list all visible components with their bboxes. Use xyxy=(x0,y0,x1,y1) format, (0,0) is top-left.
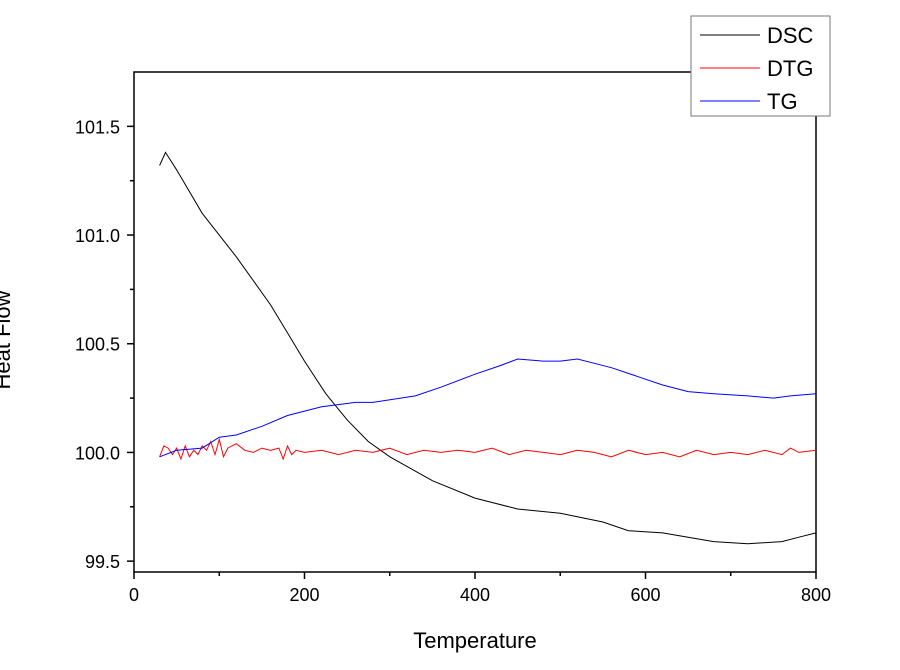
legend-label-dtg: DTG xyxy=(767,56,813,81)
series-lines xyxy=(159,151,817,545)
x-tick-label: 0 xyxy=(129,585,139,605)
y-tick-label: 99.5 xyxy=(85,552,120,572)
y-axis-label: Heat Flow xyxy=(0,290,15,389)
y-tick-label: 101.0 xyxy=(75,226,120,246)
y-tick-label: 100.5 xyxy=(75,335,120,355)
y-tick-label: 101.5 xyxy=(75,117,120,137)
legend-box xyxy=(690,15,831,117)
legend-label-tg: TG xyxy=(767,89,798,114)
plot-frame xyxy=(133,71,817,573)
legend: DSC DTG TG xyxy=(690,15,831,117)
x-tick-label: 200 xyxy=(289,585,319,605)
x-tick-label: 600 xyxy=(630,585,660,605)
y-tick-label: 100.0 xyxy=(75,443,120,463)
series-line-tg xyxy=(159,358,817,458)
series-line-dsc xyxy=(159,151,817,545)
x-axis-label: Temperature xyxy=(413,628,537,653)
legend-label-dsc: DSC xyxy=(767,23,814,48)
x-tick-label: 400 xyxy=(460,585,490,605)
ticks: 0 200 400 600 800 99.5 100.0 100.5 101.0 101.5 xyxy=(75,117,831,605)
series-line-dtg xyxy=(159,437,817,461)
x-tick-label: 800 xyxy=(801,585,831,605)
